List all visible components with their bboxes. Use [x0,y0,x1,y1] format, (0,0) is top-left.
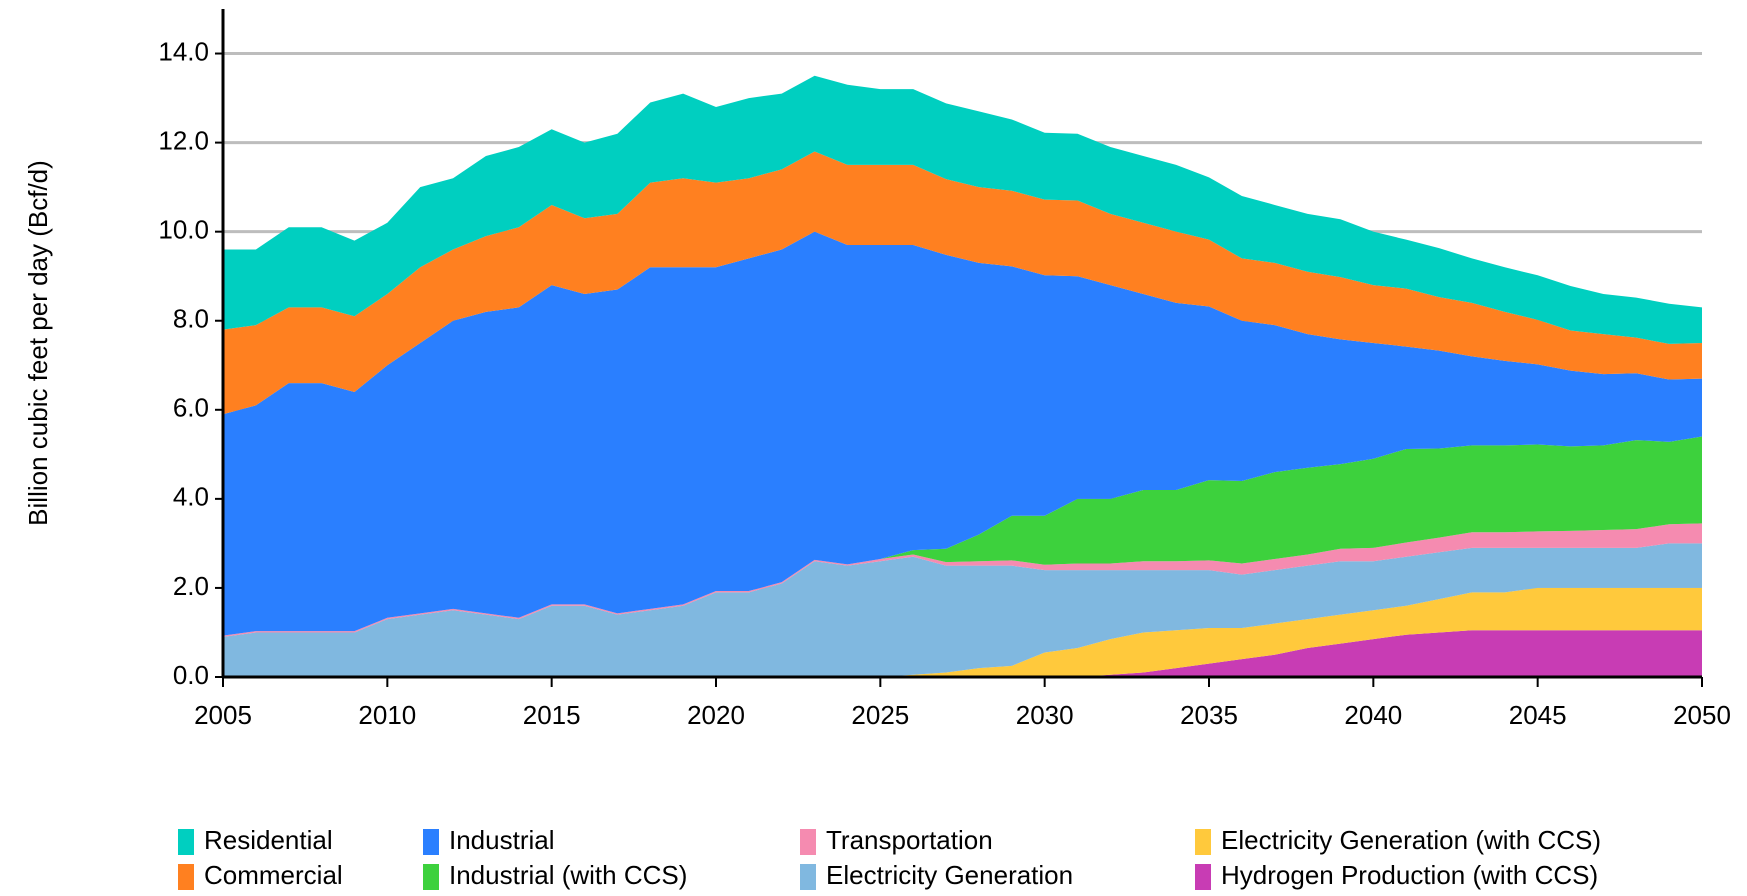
y-tick-label: 10.0 [158,215,209,245]
legend-swatch [800,829,816,855]
x-tick-label: 2030 [1016,700,1074,730]
area [223,587,1702,677]
y-tick-label: 12.0 [158,125,209,155]
y-tick-label: 8.0 [173,304,209,334]
legend-swatch [423,864,439,890]
y-tick-label: 0.0 [173,660,209,690]
legend-label: Electricity Generation (with CCS) [1221,825,1601,855]
area [223,151,1702,415]
axes: 0.0 2.0 4.0 6.0 8.0 10.0 12.0 14.0 2005 2010 2015 2… [158,9,1731,730]
areas [223,75,1702,677]
y-tick-label: 4.0 [173,482,209,512]
legend-swatch [423,829,439,855]
x-tick-label: 2005 [194,700,252,730]
legend-label: Industrial (with CCS) [449,860,687,890]
x-tick-label: 2050 [1673,700,1731,730]
legend-label: Residential [204,825,333,855]
legend-swatch [178,829,194,855]
x-tick-label: 2020 [687,700,745,730]
x-tick-label: 2015 [523,700,581,730]
area [223,231,1702,636]
area [223,630,1702,677]
y-tick-label: 14.0 [158,36,209,66]
area [223,436,1702,636]
x-tick-label: 2010 [358,700,416,730]
y-tick-label: 6.0 [173,393,209,423]
x-tick-label: 2035 [1180,700,1238,730]
y-axis-label: Billion cubic feet per day (Bcf/d) [23,160,53,526]
legend-label: Electricity Generation [826,860,1073,890]
legend-swatch [178,864,194,890]
x-tick-label: 2025 [851,700,909,730]
legend-label: Commercial [204,860,343,890]
legend-label: Industrial [449,825,555,855]
area [223,75,1702,344]
x-tick-label: 2045 [1509,700,1567,730]
x-tick-label: 2040 [1344,700,1402,730]
legend-label: Hydrogen Production (with CCS) [1221,860,1598,890]
area [223,543,1702,677]
legend-swatch [800,864,816,890]
area [223,523,1702,637]
legend-swatch [1195,829,1211,855]
y-tick-label: 2.0 [173,571,209,601]
legend-label: Transportation [826,825,993,855]
legend-swatch [1195,864,1211,890]
